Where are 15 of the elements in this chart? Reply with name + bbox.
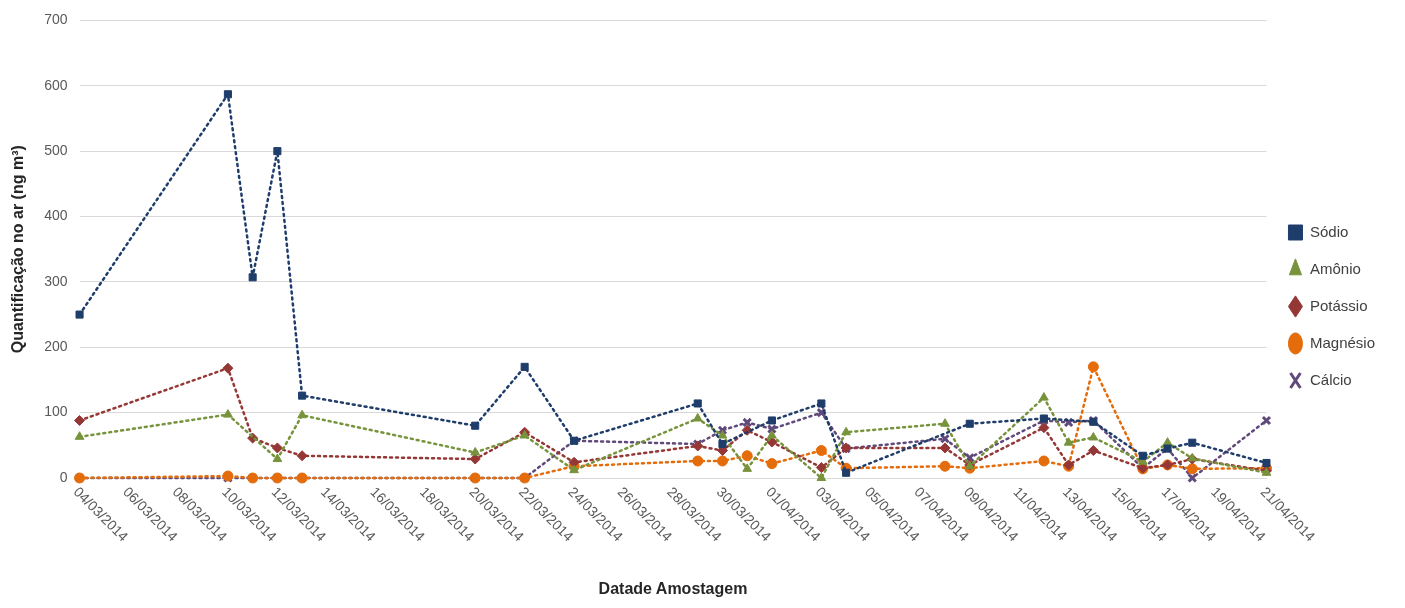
- y-tick-label: 600: [44, 76, 68, 93]
- legend-label: Cálcio: [1309, 370, 1352, 388]
- y-tick-label: 700: [44, 11, 68, 28]
- y-tick-label: 400: [44, 207, 68, 224]
- x-axis-title: Datade Amostagem: [598, 579, 748, 597]
- legend-label: Magnésio: [1309, 333, 1376, 351]
- y-tick-label: 300: [44, 272, 68, 289]
- y-tick-label: 100: [44, 403, 68, 420]
- legend-label: Potássio: [1309, 296, 1368, 314]
- legend-label: Sódio: [1309, 222, 1349, 240]
- y-axis-title: Quantificação no ar (ng m³): [9, 145, 27, 354]
- y-tick-label: 200: [44, 338, 68, 355]
- legend-label: Amônio: [1309, 259, 1361, 277]
- y-tick-label: 0: [59, 468, 68, 485]
- y-tick-label: 500: [44, 142, 68, 158]
